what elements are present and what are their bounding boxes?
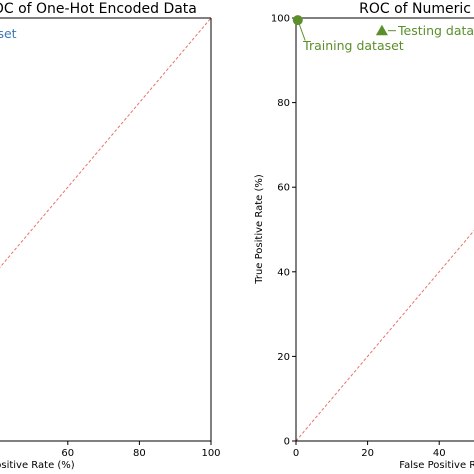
- left-chart-title: ROC of One-Hot Encoded Data: [0, 1, 197, 17]
- testing-dataset-point: [375, 24, 388, 36]
- training-dataset-label: Training dataset: [302, 38, 404, 53]
- left-roc-panel: ROC of One-Hot Encoded Data 60 80 100 Trai…: [0, 1, 221, 471]
- right-y-tick-label: 0: [284, 437, 290, 448]
- right-y-tick-label: 20: [277, 352, 290, 363]
- right-y-tick-label: 80: [277, 98, 290, 109]
- right-y-tick-label: 40: [277, 267, 290, 278]
- training-annotation-leader: [297, 19, 306, 41]
- right-x-tick-label: 40: [433, 448, 446, 459]
- testing-dataset-label: Testing dataset: [397, 23, 474, 38]
- left-x-tick-label: 100: [201, 448, 220, 459]
- left-x-tick-label: 80: [133, 448, 146, 459]
- right-chart-title: ROC of Numeric Data: [359, 1, 474, 17]
- right-x-tick-label: 0: [293, 448, 299, 459]
- right-y-tick-label: 100: [271, 14, 290, 25]
- right-y-tick-label: 60: [277, 183, 290, 194]
- right-x-axis-label: False Positive Rate (%): [399, 460, 474, 471]
- right-x-tick-label: 20: [361, 448, 374, 459]
- left-x-tick-label: 60: [61, 448, 74, 459]
- left-diagonal-reference-line: [0, 17, 212, 269]
- right-roc-panel: ROC of Numeric Data 0 20 40 60 80 100 0 20 40 Tr…: [254, 1, 474, 471]
- left-x-axis-label: False Positive Rate (%): [0, 460, 75, 471]
- right-y-axis-label: True Positive Rate (%): [254, 174, 265, 285]
- right-diagonal-reference-line: [295, 229, 474, 442]
- left-annotation-label: Training dataset: [0, 26, 17, 41]
